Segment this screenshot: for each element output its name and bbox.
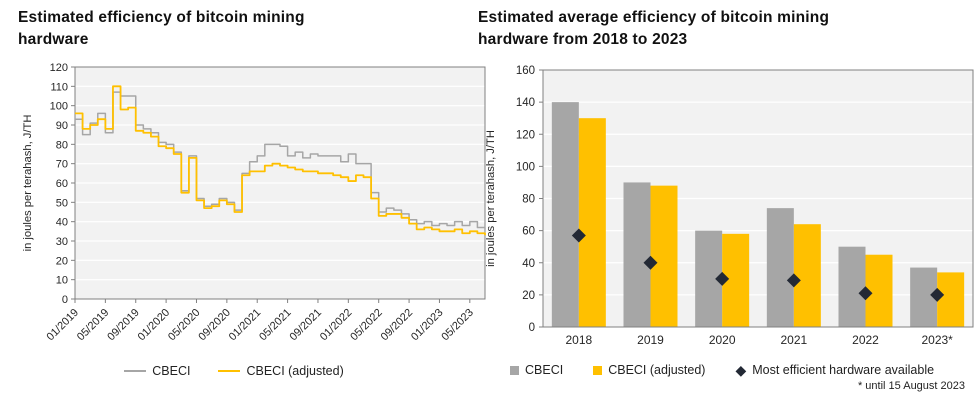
y-tick-label: 60 xyxy=(522,226,535,238)
y-tick-label: 100 xyxy=(50,101,68,113)
x-category-label: 2021 xyxy=(780,333,807,347)
y-axis-title: in joules per terahash, J/TH xyxy=(485,130,497,267)
y-tick-label: 100 xyxy=(516,161,535,173)
x-tick-label: 09/2021 xyxy=(287,307,324,344)
x-axis: 2018 2019 2020 2021 2022 2023* xyxy=(565,333,953,347)
bar-chart-panel: Estimated average efficiency of bitcoin … xyxy=(470,0,975,405)
diamond-most-efficient-2021 xyxy=(786,273,801,288)
bar-cbeci-2018 xyxy=(551,102,579,327)
cbeci-adjusted-line-swatch-icon xyxy=(218,369,241,373)
x-tick-label: 01/2019 xyxy=(45,307,82,344)
x-category-label: 2023* xyxy=(921,333,953,347)
y-tick-label: 20 xyxy=(56,255,68,267)
y-tick-label: 140 xyxy=(516,97,535,109)
bar-cbeci-adjusted-2023* xyxy=(937,272,965,327)
x-axis: 01/201905/201909/201901/202005/202009/20… xyxy=(45,299,476,343)
y-tick-label: 60 xyxy=(56,178,68,190)
x-tick-label: 01/2023 xyxy=(409,307,446,344)
x-tick-label: 09/2019 xyxy=(105,307,142,344)
line-chart-svg: 010203040506070809010011012001/201905/20… xyxy=(22,62,486,343)
legend-item-cbeci-adjusted-bar: CBECI (adjusted) xyxy=(593,363,705,377)
x-category-label: 2020 xyxy=(709,333,736,347)
diamond-most-efficient-2019 xyxy=(643,255,658,270)
bar-cbeci-adjusted-2018 xyxy=(578,118,606,327)
x-tick-label: 05/2019 xyxy=(75,307,112,344)
cbeci-adjusted-square-swatch-icon xyxy=(593,365,603,375)
diamond-most-efficient-2022 xyxy=(858,286,873,301)
legend-label-cbeci-adjusted: CBECI (adjusted) xyxy=(246,364,344,378)
bar-cbeci-adjusted-2021 xyxy=(793,224,821,327)
y-tick-label: 80 xyxy=(56,139,68,151)
y-axis: 0 20 40 60 80 100 120 140 160 xyxy=(516,65,543,334)
legend-item-cbeci: CBECI xyxy=(124,364,190,378)
x-tick-label: 05/2020 xyxy=(166,307,203,344)
y-tick-label: 160 xyxy=(516,65,535,77)
diamond-most-efficient-2018 xyxy=(571,228,586,243)
x-category-label: 2018 xyxy=(565,333,592,347)
y-axis-title: in joules per terahash, J/TH xyxy=(22,115,34,252)
y-tick-label: 70 xyxy=(56,159,68,171)
x-tick-label: 09/2022 xyxy=(379,307,416,344)
series-line-cbeci-adjusted xyxy=(75,85,486,236)
diamond-markers xyxy=(571,228,945,302)
bar-chart: 0 20 40 60 80 100 120 140 160 2018 2019 2020 2021 202… xyxy=(478,59,975,359)
bar-chart-svg: 0 20 40 60 80 100 120 140 160 2018 2019 2020 2021 202… xyxy=(485,65,974,347)
bar-cbeci-adjusted-2019 xyxy=(650,185,678,327)
x-tick-label: 01/2022 xyxy=(318,307,355,344)
x-tick-label: 09/2020 xyxy=(196,307,233,344)
diamond-most-efficient-2023* xyxy=(930,287,945,302)
y-tick-label: 10 xyxy=(56,275,68,287)
x-tick-label: 05/2021 xyxy=(257,307,294,344)
legend-label-cbeci-adjusted-bar: CBECI (adjusted) xyxy=(608,363,706,377)
line-chart: 0 10 20 30 40 50 60 70 80 90 100 110 120 01/2019 05/20… xyxy=(18,59,486,354)
y-tick-label: 40 xyxy=(522,258,535,270)
y-tick-label: 90 xyxy=(56,120,68,132)
x-category-label: 2022 xyxy=(852,333,879,347)
y-tick-label: 20 xyxy=(522,290,535,302)
plot-border xyxy=(542,69,974,328)
bar-chart-legend: CBECI CBECI (adjusted) ◆ Most efficient … xyxy=(478,363,975,377)
series-line-cbeci xyxy=(75,91,486,230)
y-tick-label: 30 xyxy=(56,236,68,248)
legend-label-cbeci-bar: CBECI xyxy=(525,363,564,377)
x-category-label: 2019 xyxy=(637,333,664,347)
footnote: * until 15 August 2023 xyxy=(857,380,965,392)
y-axis: 0 10 20 30 40 50 60 70 80 90 100 110 120 xyxy=(50,62,75,306)
bars xyxy=(551,102,965,327)
bar-cbeci-2022 xyxy=(838,246,866,327)
bar-cbeci-2021 xyxy=(766,208,794,327)
diamond-icon: ◆ xyxy=(735,362,747,378)
cbeci-line-swatch-icon xyxy=(124,369,147,373)
legend-item-cbeci-bar: CBECI xyxy=(510,363,563,377)
plot-border xyxy=(74,66,486,300)
legend-item-most-efficient: ◆ Most efficient hardware available xyxy=(735,363,934,377)
y-tick-label: 80 xyxy=(522,194,535,206)
y-gridlines xyxy=(543,101,973,296)
bar-cbeci-2019 xyxy=(623,182,651,327)
y-tick-label: 0 xyxy=(62,294,68,306)
line-chart-legend: CBECI CBECI (adjusted) xyxy=(18,364,470,378)
line-chart-panel: Estimated efficiency of bitcoin mining h… xyxy=(0,0,486,405)
cbeci-square-swatch-icon xyxy=(510,365,519,375)
y-tick-label: 120 xyxy=(516,129,535,141)
y-tick-label: 50 xyxy=(56,197,68,209)
y-tick-label: 40 xyxy=(56,217,68,229)
left-chart-title: Estimated efficiency of bitcoin mining h… xyxy=(18,9,305,48)
legend-label-most-efficient: Most efficient hardware available xyxy=(752,363,935,377)
y-tick-label: 110 xyxy=(50,81,68,93)
x-tick-label: 01/2020 xyxy=(136,307,173,344)
y-tick-label: 0 xyxy=(529,322,535,334)
y-tick-label: 120 xyxy=(50,62,68,74)
x-tick-label: 01/2021 xyxy=(227,307,264,344)
legend-label-cbeci: CBECI xyxy=(152,364,191,378)
right-chart-title: Estimated average efficiency of bitcoin … xyxy=(478,9,830,48)
diamond-most-efficient-2020 xyxy=(715,271,730,286)
x-tick-label: 05/2022 xyxy=(348,307,385,344)
legend-item-cbeci-adjusted: CBECI (adjusted) xyxy=(218,364,344,378)
